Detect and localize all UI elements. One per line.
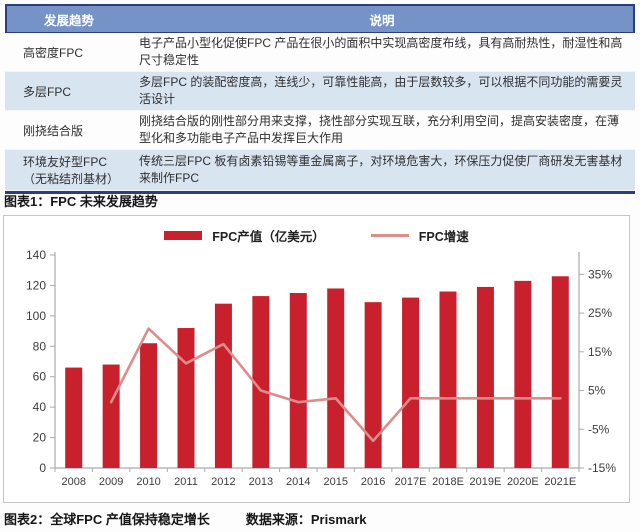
bar-2017E [402,297,420,468]
description-cell: 多层FPC 的装配密度高，连线少，可靠性能高，由于层数较多，可以根据不同功能的需… [129,72,635,110]
figure1-caption: 图表1：FPC 未来发展趋势 [4,194,158,209]
left-axis-tick-label: 140 [26,248,46,262]
table-row: 环境友好型FPC （无粘结剂基材） 传统三层FPC 板有卤素铅锡等重金属离子，对… [5,150,635,191]
legend-line-swatch-icon [370,234,409,237]
trend-cell: 多层FPC [5,72,129,110]
growth-line [109,327,562,443]
trend-cell: 刚挠结合版 [5,111,129,149]
trend-label: 刚挠结合版 [23,123,84,138]
fpc-chart: 0 20 40 60 80 100 120 140 -15% -5% 5% 15% 25% 35% 2008… [26,248,616,488]
x-axis-label: 2019E [470,476,502,488]
bar-2009 [102,364,120,468]
bar-2021E [551,276,569,468]
left-axis-tick-label: 100 [26,309,46,323]
trend-label-sub: （无粘结剂基材） [23,172,120,186]
description-cell: 刚挠结合版的刚性部分用来支撑，挠性部分实现互联，充分利用空间，提高安装密度，在薄… [129,111,635,149]
chart-card: FPC产值（亿美元） FPC增速 0 20 40 60 80 100 120 140 -15% -… [3,215,630,503]
x-axis-label: 2015 [323,476,347,488]
legend-label-output: FPC产值（亿美元） [212,230,325,244]
x-axis-label: 2017E [395,476,427,488]
chart-legend: FPC产值（亿美元） FPC增速 [4,226,629,245]
right-axis-tick-label: 5% [588,384,606,398]
table-row: 刚挠结合版 刚挠结合版的刚性部分用来支撑，挠性部分实现互联，充分利用空间，提高安… [5,111,635,150]
description-cell: 电子产品小型化促使FPC 产品在很小的面积中实现高密度布线，具有高耐热性，耐湿性… [129,33,635,71]
table-row: 多层FPC 多层FPC 的装配密度高，连线少，可靠性能高，由于层数较多，可以根据… [5,72,635,111]
bar-2012 [214,303,232,468]
data-source: 数据来源：Prismark [245,512,367,527]
bar-2018E [439,291,457,468]
right-axis-tick-label: -5% [588,422,610,436]
trend-label: 高密度FPC [23,45,84,60]
legend-bar-swatch-icon [164,231,203,240]
description-text: 刚挠结合版的刚性部分用来支撑，挠性部分实现互联，充分利用空间，提高安装密度，在薄… [139,114,620,145]
x-axis-label: 2009 [99,476,123,488]
left-axis-tick-label: 80 [33,339,47,353]
table-header-description: 说明 [369,13,395,28]
bar-2019E [476,286,494,468]
trends-table: 发展趋势 说明 高密度FPC 电子产品小型化促使FPC 产品在很小的面积中实现高… [5,4,635,194]
x-axis-label: 2020E [507,476,539,488]
description-cell: 传统三层FPC 板有卤素铅锡等重金属离子，对环境危害大，环保压力促使厂商研发无害… [129,150,635,190]
trend-label: 多层FPC [23,84,72,99]
x-axis-label: 2014 [286,476,310,488]
bar-2014 [289,293,307,468]
legend-label-growth: FPC增速 [418,230,469,244]
bar-2015 [327,288,345,468]
bar-2013 [252,296,270,468]
right-axis-tick-label: 35% [588,267,612,281]
right-axis-tick-label: 15% [588,345,612,359]
figure2-caption: 图表2：全球FPC 产值保持稳定增长 [4,512,210,527]
right-axis-tick-label: 25% [588,306,612,320]
table-row: 高密度FPC 电子产品小型化促使FPC 产品在很小的面积中实现高密度布线，具有高… [5,33,635,72]
x-axis-label: 2016 [361,476,385,488]
description-text: 电子产品小型化促使FPC 产品在很小的面积中实现高密度布线，具有高耐热性，耐湿性… [139,36,623,67]
right-axis-tick-label: -15% [588,461,616,475]
bar-2020E [514,280,532,468]
trend-label: 环境友好型FPC [23,155,108,169]
bar-2010 [140,343,158,468]
table-header-row: 发展趋势 说明 [5,6,635,33]
description-text: 多层FPC 的装配密度高，连线少，可靠性能高，由于层数较多，可以根据不同功能的需… [139,75,623,106]
left-axis-tick-label: 120 [26,278,46,292]
left-axis-tick-label: 0 [39,461,46,475]
x-axis-label: 2018E [432,476,464,488]
bar-2016 [364,302,382,468]
x-axis-label: 2008 [61,476,85,488]
trend-cell: 环境友好型FPC （无粘结剂基材） [5,150,129,190]
left-axis-tick-label: 60 [33,370,47,384]
x-axis-label: 2010 [136,476,160,488]
trend-cell: 高密度FPC [5,33,129,71]
left-axis-tick-label: 20 [33,431,47,445]
x-axis-label: 2011 [174,476,198,488]
x-axis-label: 2012 [211,476,235,488]
x-axis-label: 2021E [544,476,576,488]
table-header-trend: 发展趋势 [43,13,94,28]
bar-2008 [65,367,83,468]
figure2-caption-row: 图表2：全球FPC 产值保持稳定增长 数据来源：Prismark [4,509,367,528]
description-text: 传统三层FPC 板有卤素铅锡等重金属离子，对环境危害大，环保压力促使厂商研发无害… [139,154,623,185]
bar-2011 [177,328,195,468]
left-axis-tick-label: 40 [33,400,47,414]
x-axis-label: 2013 [249,476,273,488]
